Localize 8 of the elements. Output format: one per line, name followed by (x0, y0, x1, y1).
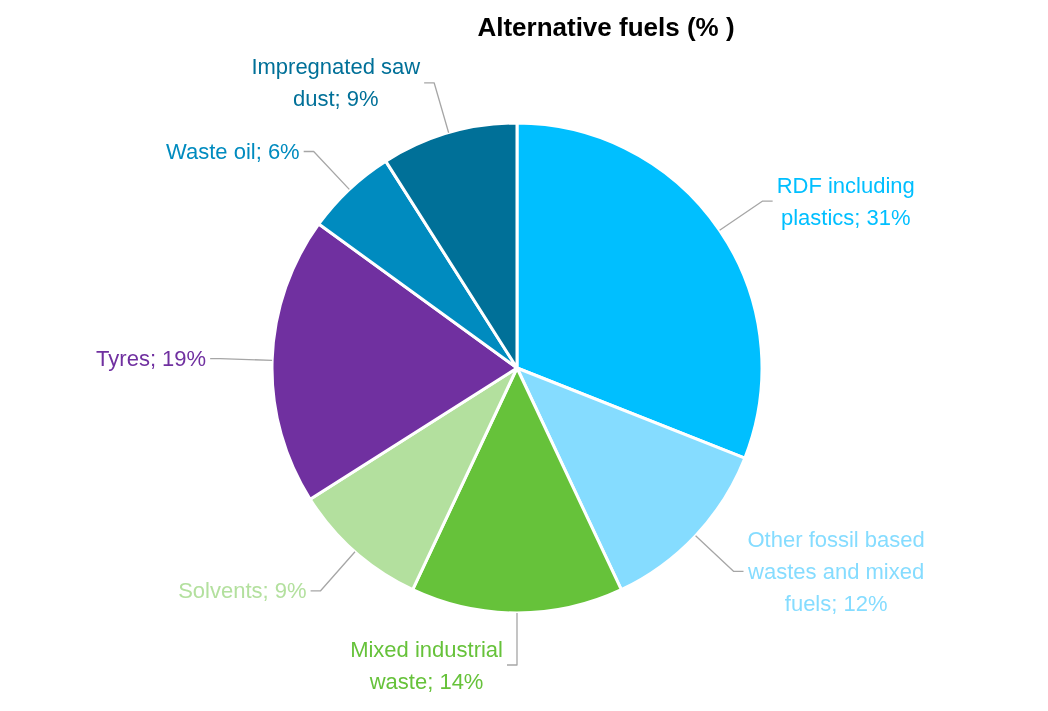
chart-title: Alternative fuels (% ) (477, 12, 735, 42)
slice-label: Waste oil; 6% (166, 139, 300, 165)
slice-label: Impregnated saw dust; 9% (251, 54, 421, 112)
slice-label: Tyres; 19% (96, 346, 207, 372)
slice-label: RDF including plastics; 31% (776, 172, 915, 230)
slice-label: Other fossil based wastes and mixed fuels; 12% (747, 527, 925, 617)
slice-label: Mixed industrial waste; 14% (350, 636, 503, 694)
slice-label: Solvents; 9% (178, 578, 307, 604)
